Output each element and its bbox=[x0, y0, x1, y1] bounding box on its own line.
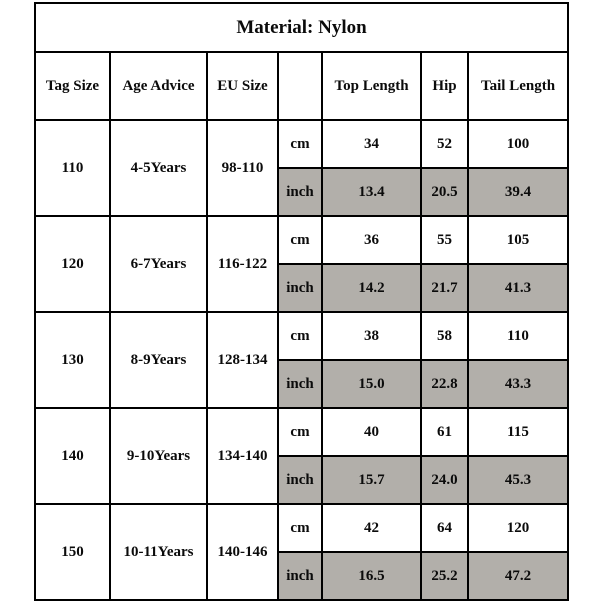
tail-length-cm-cell: 100 bbox=[466, 119, 570, 169]
unit-cm-label: cm bbox=[277, 119, 323, 169]
top-length-inch-cell: 16.5 bbox=[321, 551, 422, 601]
table-row: inch 14.2 21.7 41.3 bbox=[35, 263, 570, 313]
tag-size-cell: 120 bbox=[34, 215, 111, 313]
tail-length-cm-cell: 110 bbox=[466, 311, 570, 361]
table-row: 110 4-5Years 98-110 cm 34 52 100 bbox=[34, 119, 570, 217]
tail-length-cm-cell: 115 bbox=[466, 407, 570, 457]
col-header-unit bbox=[277, 51, 323, 121]
col-header-top-length: Top Length bbox=[321, 51, 422, 121]
age-advice-cell: 4-5Years bbox=[109, 119, 208, 217]
hip-inch-cell: 20.5 bbox=[420, 167, 469, 217]
tag-size-cell: 150 bbox=[34, 503, 111, 601]
hip-inch-cell: 25.2 bbox=[420, 551, 469, 601]
hip-cm-cell: 64 bbox=[420, 503, 469, 553]
eu-size-cell: 134-140 bbox=[206, 407, 279, 505]
top-length-cm-cell: 34 bbox=[321, 119, 422, 169]
col-header-tag-size: Tag Size bbox=[34, 51, 111, 121]
table-row: 140 9-10Years 134-140 cm 40 61 115 bbox=[34, 407, 570, 505]
hip-cm-cell: 52 bbox=[420, 119, 469, 169]
tag-size-cell: 110 bbox=[34, 119, 111, 217]
table-row: inch 15.7 24.0 45.3 bbox=[35, 455, 570, 505]
hip-inch-cell: 22.8 bbox=[420, 359, 469, 409]
age-advice-cell: 9-10Years bbox=[109, 407, 208, 505]
unit-cm-label: cm bbox=[277, 503, 323, 553]
top-length-inch-cell: 15.0 bbox=[321, 359, 422, 409]
hip-cm-cell: 58 bbox=[420, 311, 469, 361]
age-advice-cell: 10-11Years bbox=[109, 503, 208, 601]
table-row: inch 13.4 20.5 39.4 bbox=[35, 167, 570, 217]
unit-inch-label: inch bbox=[277, 551, 323, 601]
age-advice-cell: 8-9Years bbox=[109, 311, 208, 409]
unit-cm-label: cm bbox=[277, 311, 323, 361]
hip-inch-cell: 24.0 bbox=[420, 455, 469, 505]
unit-inch-label: inch bbox=[277, 455, 323, 505]
unit-inch-label: inch bbox=[277, 167, 323, 217]
eu-size-cell: 116-122 bbox=[206, 215, 279, 313]
tag-size-cell: 130 bbox=[34, 311, 111, 409]
tail-length-inch-cell: 43.3 bbox=[466, 359, 570, 409]
top-length-inch-cell: 14.2 bbox=[321, 263, 422, 313]
tag-size-cell: 140 bbox=[34, 407, 111, 505]
eu-size-cell: 128-134 bbox=[206, 311, 279, 409]
eu-size-cell: 140-146 bbox=[206, 503, 279, 601]
tail-length-cm-cell: 120 bbox=[466, 503, 570, 553]
table-row: 150 10-11Years 140-146 cm 42 64 120 bbox=[34, 503, 570, 601]
hip-cm-cell: 61 bbox=[420, 407, 469, 457]
col-header-tail-length: Tail Length bbox=[466, 51, 570, 121]
table-row: inch 16.5 25.2 47.2 bbox=[35, 551, 570, 601]
table-row: inch 15.0 22.8 43.3 bbox=[35, 359, 570, 409]
tail-length-inch-cell: 39.4 bbox=[466, 167, 570, 217]
unit-inch-label: inch bbox=[277, 263, 323, 313]
tail-length-inch-cell: 47.2 bbox=[466, 551, 570, 601]
top-length-cm-cell: 36 bbox=[321, 215, 422, 265]
tail-length-inch-cell: 41.3 bbox=[466, 263, 570, 313]
tail-length-cm-cell: 105 bbox=[466, 215, 570, 265]
eu-size-cell: 98-110 bbox=[206, 119, 279, 217]
unit-cm-label: cm bbox=[277, 407, 323, 457]
col-header-eu-size: EU Size bbox=[206, 51, 279, 121]
unit-cm-label: cm bbox=[277, 215, 323, 265]
age-advice-cell: 6-7Years bbox=[109, 215, 208, 313]
top-length-cm-cell: 38 bbox=[321, 311, 422, 361]
table-row: 120 6-7Years 116-122 cm 36 55 105 bbox=[34, 215, 570, 313]
top-length-cm-cell: 42 bbox=[321, 503, 422, 553]
table-row: 130 8-9Years 128-134 cm 38 58 110 bbox=[34, 311, 570, 409]
top-length-inch-cell: 15.7 bbox=[321, 455, 422, 505]
table-title: Material: Nylon bbox=[33, 2, 570, 53]
col-header-hip: Hip bbox=[420, 51, 469, 121]
hip-inch-cell: 21.7 bbox=[420, 263, 469, 313]
header-row: Tag Size Age Advice EU Size Top Length H… bbox=[34, 51, 570, 121]
unit-inch-label: inch bbox=[277, 359, 323, 409]
tail-length-inch-cell: 45.3 bbox=[466, 455, 570, 505]
top-length-cm-cell: 40 bbox=[321, 407, 422, 457]
top-length-inch-cell: 13.4 bbox=[321, 167, 422, 217]
size-chart-table: Material: Nylon Tag Size Age Advice EU S… bbox=[33, 2, 570, 601]
col-header-age-advice: Age Advice bbox=[109, 51, 208, 121]
hip-cm-cell: 55 bbox=[420, 215, 469, 265]
title-row: Material: Nylon bbox=[33, 2, 570, 53]
